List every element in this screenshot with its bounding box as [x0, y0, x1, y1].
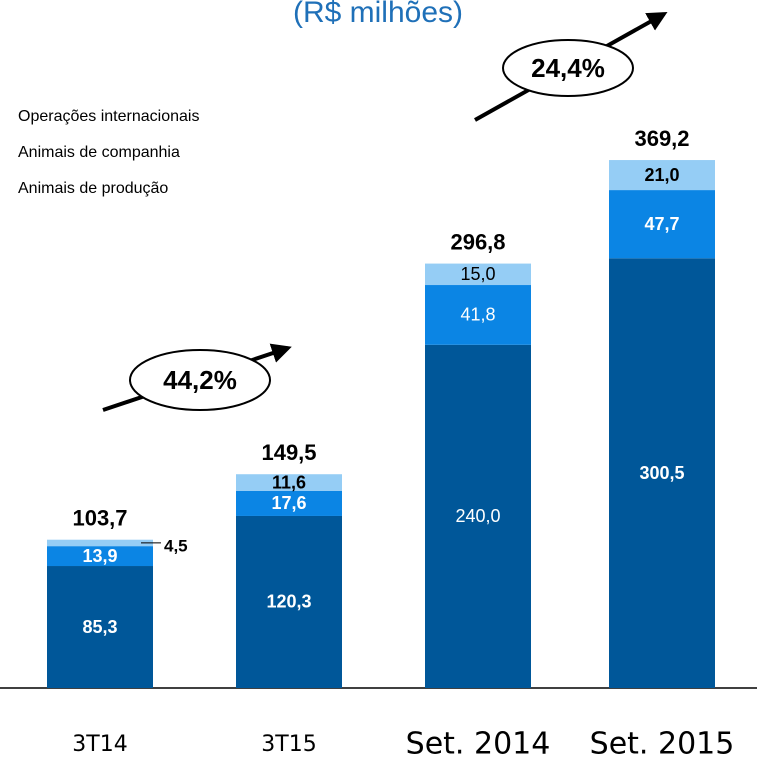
category-label: 3T14	[72, 732, 127, 757]
value-label: 21,0	[644, 165, 679, 185]
bar-segment	[425, 263, 531, 286]
total-label: 103,7	[72, 506, 127, 531]
bar-segment	[425, 344, 531, 688]
growth-label: 24,4%	[531, 53, 605, 83]
value-label: 120,3	[266, 592, 311, 612]
legend-label: Animais de companhia	[18, 144, 180, 161]
bar-segment	[609, 258, 715, 688]
growth-label: 44,2%	[163, 365, 237, 395]
total-label: 369,2	[634, 126, 689, 151]
bar-segment	[47, 539, 153, 547]
value-label: 13,9	[82, 546, 117, 566]
value-label: 240,0	[455, 506, 500, 526]
value-label: 41,8	[460, 305, 495, 325]
bar-segment	[236, 515, 342, 688]
value-label: 4,5	[164, 536, 188, 555]
category-label: Set. 2015	[590, 727, 735, 761]
bar-segment	[236, 490, 342, 516]
category-label: Set. 2014	[406, 727, 551, 761]
bar-segment	[425, 285, 531, 345]
growth-bubble	[129, 349, 271, 411]
value-label: 300,5	[639, 463, 684, 483]
legend-label: Animais de produção	[18, 180, 168, 197]
value-label: 15,0	[460, 264, 495, 284]
value-label: 11,6	[272, 472, 306, 492]
bar-segment	[47, 546, 153, 567]
chart-title: (R$ milhões)	[293, 0, 463, 29]
growth-bubble	[502, 39, 634, 97]
value-label: 17,6	[271, 493, 306, 513]
bar-segment	[609, 190, 715, 259]
legend-label: Operações internacionais	[18, 108, 199, 125]
value-label: 47,7	[644, 214, 679, 234]
total-label: 296,8	[450, 229, 505, 254]
category-label: 3T15	[261, 732, 316, 757]
bar-segment	[236, 474, 342, 491]
bar-segment	[47, 566, 153, 688]
bar-segment	[609, 160, 715, 191]
total-label: 149,5	[261, 440, 316, 465]
value-label: 85,3	[82, 617, 117, 637]
